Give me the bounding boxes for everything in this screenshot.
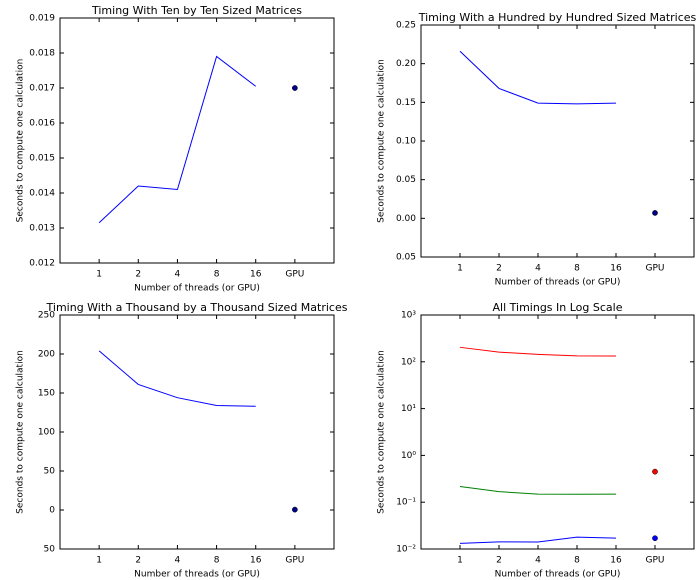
x-tick-label: GPU [646, 264, 665, 274]
y-tick-label: 0.05 [396, 175, 416, 185]
y-tick-label: 10⁻² [396, 545, 416, 555]
y-tick-label: 200 [38, 350, 55, 360]
y-tick-label: 0 [49, 506, 55, 516]
y-tick-label: 0.019 [29, 14, 55, 24]
y-tick-label: 0.013 [29, 224, 55, 234]
axes-frame [420, 314, 695, 550]
axes-frame [59, 17, 335, 264]
y-tick-label: 50 [44, 467, 56, 477]
x-tick-label: 8 [574, 556, 580, 566]
x-tick-label: GPU [646, 556, 665, 566]
x-tick-label: 16 [250, 556, 262, 566]
x-tick-label: 2 [135, 270, 141, 280]
x-tick-label: 8 [214, 270, 220, 280]
x-tick-label: 16 [610, 264, 622, 274]
series-line [98, 55, 257, 224]
x-tick-label: 16 [610, 556, 622, 566]
data-point [292, 506, 298, 513]
axes-frame [59, 314, 335, 550]
x-axis-label: Number of threads (or GPU) [495, 570, 621, 580]
x-tick-label: 8 [214, 556, 220, 566]
y-tick-label: 0.10 [396, 137, 416, 147]
series-line [459, 536, 617, 544]
x-tick-label: 2 [496, 264, 502, 274]
y-tick-label: 0.014 [29, 189, 55, 199]
x-tick-label: 2 [496, 556, 502, 566]
y-axis-label: Seconds to compute one calculation [16, 59, 26, 223]
x-axis-label: Number of threads (or GPU) [134, 284, 260, 294]
x-tick-label: 8 [574, 264, 580, 274]
y-tick-label: 0.25 [396, 21, 416, 31]
x-tick-label: GPU [285, 270, 304, 280]
x-axis-label: Number of threads (or GPU) [134, 570, 260, 580]
x-tick-label: 4 [175, 270, 181, 280]
data-point [652, 535, 658, 542]
x-tick-label: 1 [457, 264, 463, 274]
chart-title: All Timings In Log Scale [493, 301, 623, 314]
x-tick-label: 1 [96, 556, 102, 566]
chart-title: Timing With Ten by Ten Sized Matrices [91, 4, 302, 17]
y-tick-label: 0.012 [29, 259, 55, 269]
y-axis-label: Seconds to compute one calculation [377, 59, 387, 223]
x-tick-label: GPU [285, 556, 304, 566]
x-tick-label: 16 [250, 270, 262, 280]
y-tick-label: 10³ [401, 311, 416, 321]
x-tick-label: 4 [535, 264, 541, 274]
x-tick-label: 2 [135, 556, 141, 566]
y-tick-label: 250 [38, 311, 55, 321]
series-line [459, 50, 617, 105]
y-tick-label: 10² [401, 357, 416, 367]
y-tick-label: 0.20 [396, 59, 416, 69]
x-tick-label: 4 [535, 556, 541, 566]
y-tick-label: 50 [44, 545, 56, 555]
y-tick-label: 100 [38, 428, 55, 438]
y-tick-label: 0.015 [29, 154, 55, 164]
x-tick-label: 1 [96, 270, 102, 280]
y-tick-label: 0.016 [29, 119, 55, 129]
y-tick-label: 0.00 [396, 214, 416, 224]
x-tick-label: 1 [457, 556, 463, 566]
y-tick-label: 150 [38, 389, 55, 399]
y-tick-label: 0.018 [29, 49, 55, 59]
y-tick-label: 0.017 [29, 84, 55, 94]
data-point [652, 210, 658, 216]
y-axis-label: Seconds to compute one calculation [377, 350, 387, 514]
y-tick-label: 0.05 [396, 253, 416, 263]
data-point [292, 85, 298, 91]
chart-title: Timing With a Thousand by a Thousand Siz… [46, 301, 348, 314]
series-line [459, 486, 617, 495]
series-line [459, 346, 617, 357]
y-tick-label: 0.15 [396, 98, 416, 108]
x-axis-label: Number of threads (or GPU) [495, 278, 621, 288]
x-tick-label: 4 [175, 556, 181, 566]
y-tick-label: 10¹ [401, 404, 416, 414]
y-axis-label: Seconds to compute one calculation [16, 350, 26, 514]
data-point [652, 468, 658, 475]
series-line [98, 350, 256, 407]
chart-title: Timing With a Hundred by Hundred Sized M… [418, 11, 696, 24]
axes-frame [420, 24, 695, 258]
y-tick-label: 10⁰ [401, 451, 416, 461]
y-tick-label: 10⁻¹ [396, 498, 416, 508]
